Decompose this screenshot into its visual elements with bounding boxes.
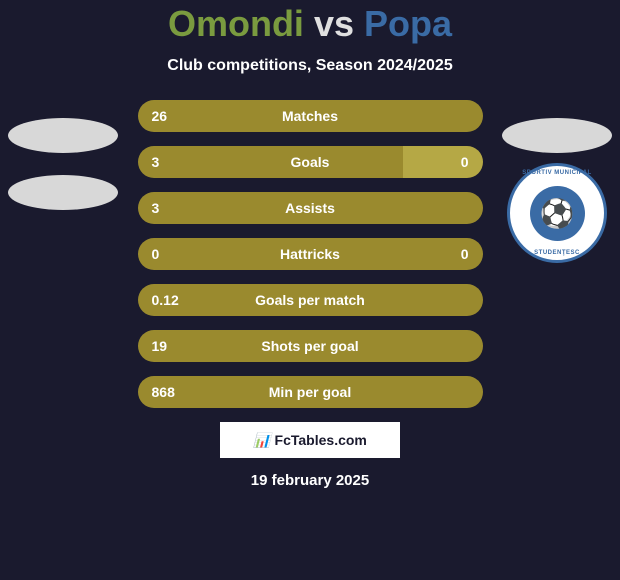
page-title: Omondi vs Popa [0,3,620,45]
chart-icon: 📊 [253,432,270,449]
stats-container: 26 Matches 3 Goals 0 3 Assists 0 Hattricks 0 0.12 G… [138,100,483,408]
stat-label: Matches [282,108,338,124]
stat-row: 26 Matches [138,100,483,132]
stat-label: Assists [285,200,335,216]
badge-placeholder [8,175,118,210]
stat-right-value: 0 [461,154,469,170]
player1-name: Omondi [168,3,304,44]
stat-left-value: 26 [152,108,168,124]
stat-row: 0.12 Goals per match [138,284,483,316]
stat-left-value: 0.12 [152,292,179,308]
stat-label: Goals per match [255,292,365,308]
footer-logo: 📊 FcTables.com [220,422,400,458]
header: Omondi vs Popa Club competitions, Season… [0,0,620,75]
club-ball-icon: ⚽ [530,186,585,241]
stat-right-value: 0 [461,246,469,262]
player2-badges: SPORTIV MUNICIPAL ⚽ STUDENŢESC [502,118,612,263]
club-text-top: SPORTIV MUNICIPAL [522,170,591,176]
footer-date: 19 february 2025 [0,472,620,489]
badge-placeholder [8,118,118,153]
subtitle: Club competitions, Season 2024/2025 [0,57,620,75]
club-badge: SPORTIV MUNICIPAL ⚽ STUDENŢESC [507,163,607,263]
badge-placeholder [502,118,612,153]
stat-row: 3 Assists [138,192,483,224]
player2-name: Popa [364,3,452,44]
stat-left-value: 0 [152,246,160,262]
vs-text: vs [314,3,354,44]
stat-label: Shots per goal [261,338,358,354]
player1-badges [8,118,118,232]
stat-left-value: 3 [152,200,160,216]
club-text-bottom: STUDENŢESC [534,250,580,256]
logo-text: FcTables.com [275,432,367,448]
stat-left-value: 19 [152,338,168,354]
stat-label: Goals [291,154,330,170]
stat-label: Min per goal [269,384,351,400]
stat-row: 3 Goals 0 [138,146,483,178]
stat-label: Hattricks [280,246,340,262]
stat-left-value: 868 [152,384,175,400]
stat-row: 868 Min per goal [138,376,483,408]
stat-left-value: 3 [152,154,160,170]
stat-row: 19 Shots per goal [138,330,483,362]
stat-row: 0 Hattricks 0 [138,238,483,270]
